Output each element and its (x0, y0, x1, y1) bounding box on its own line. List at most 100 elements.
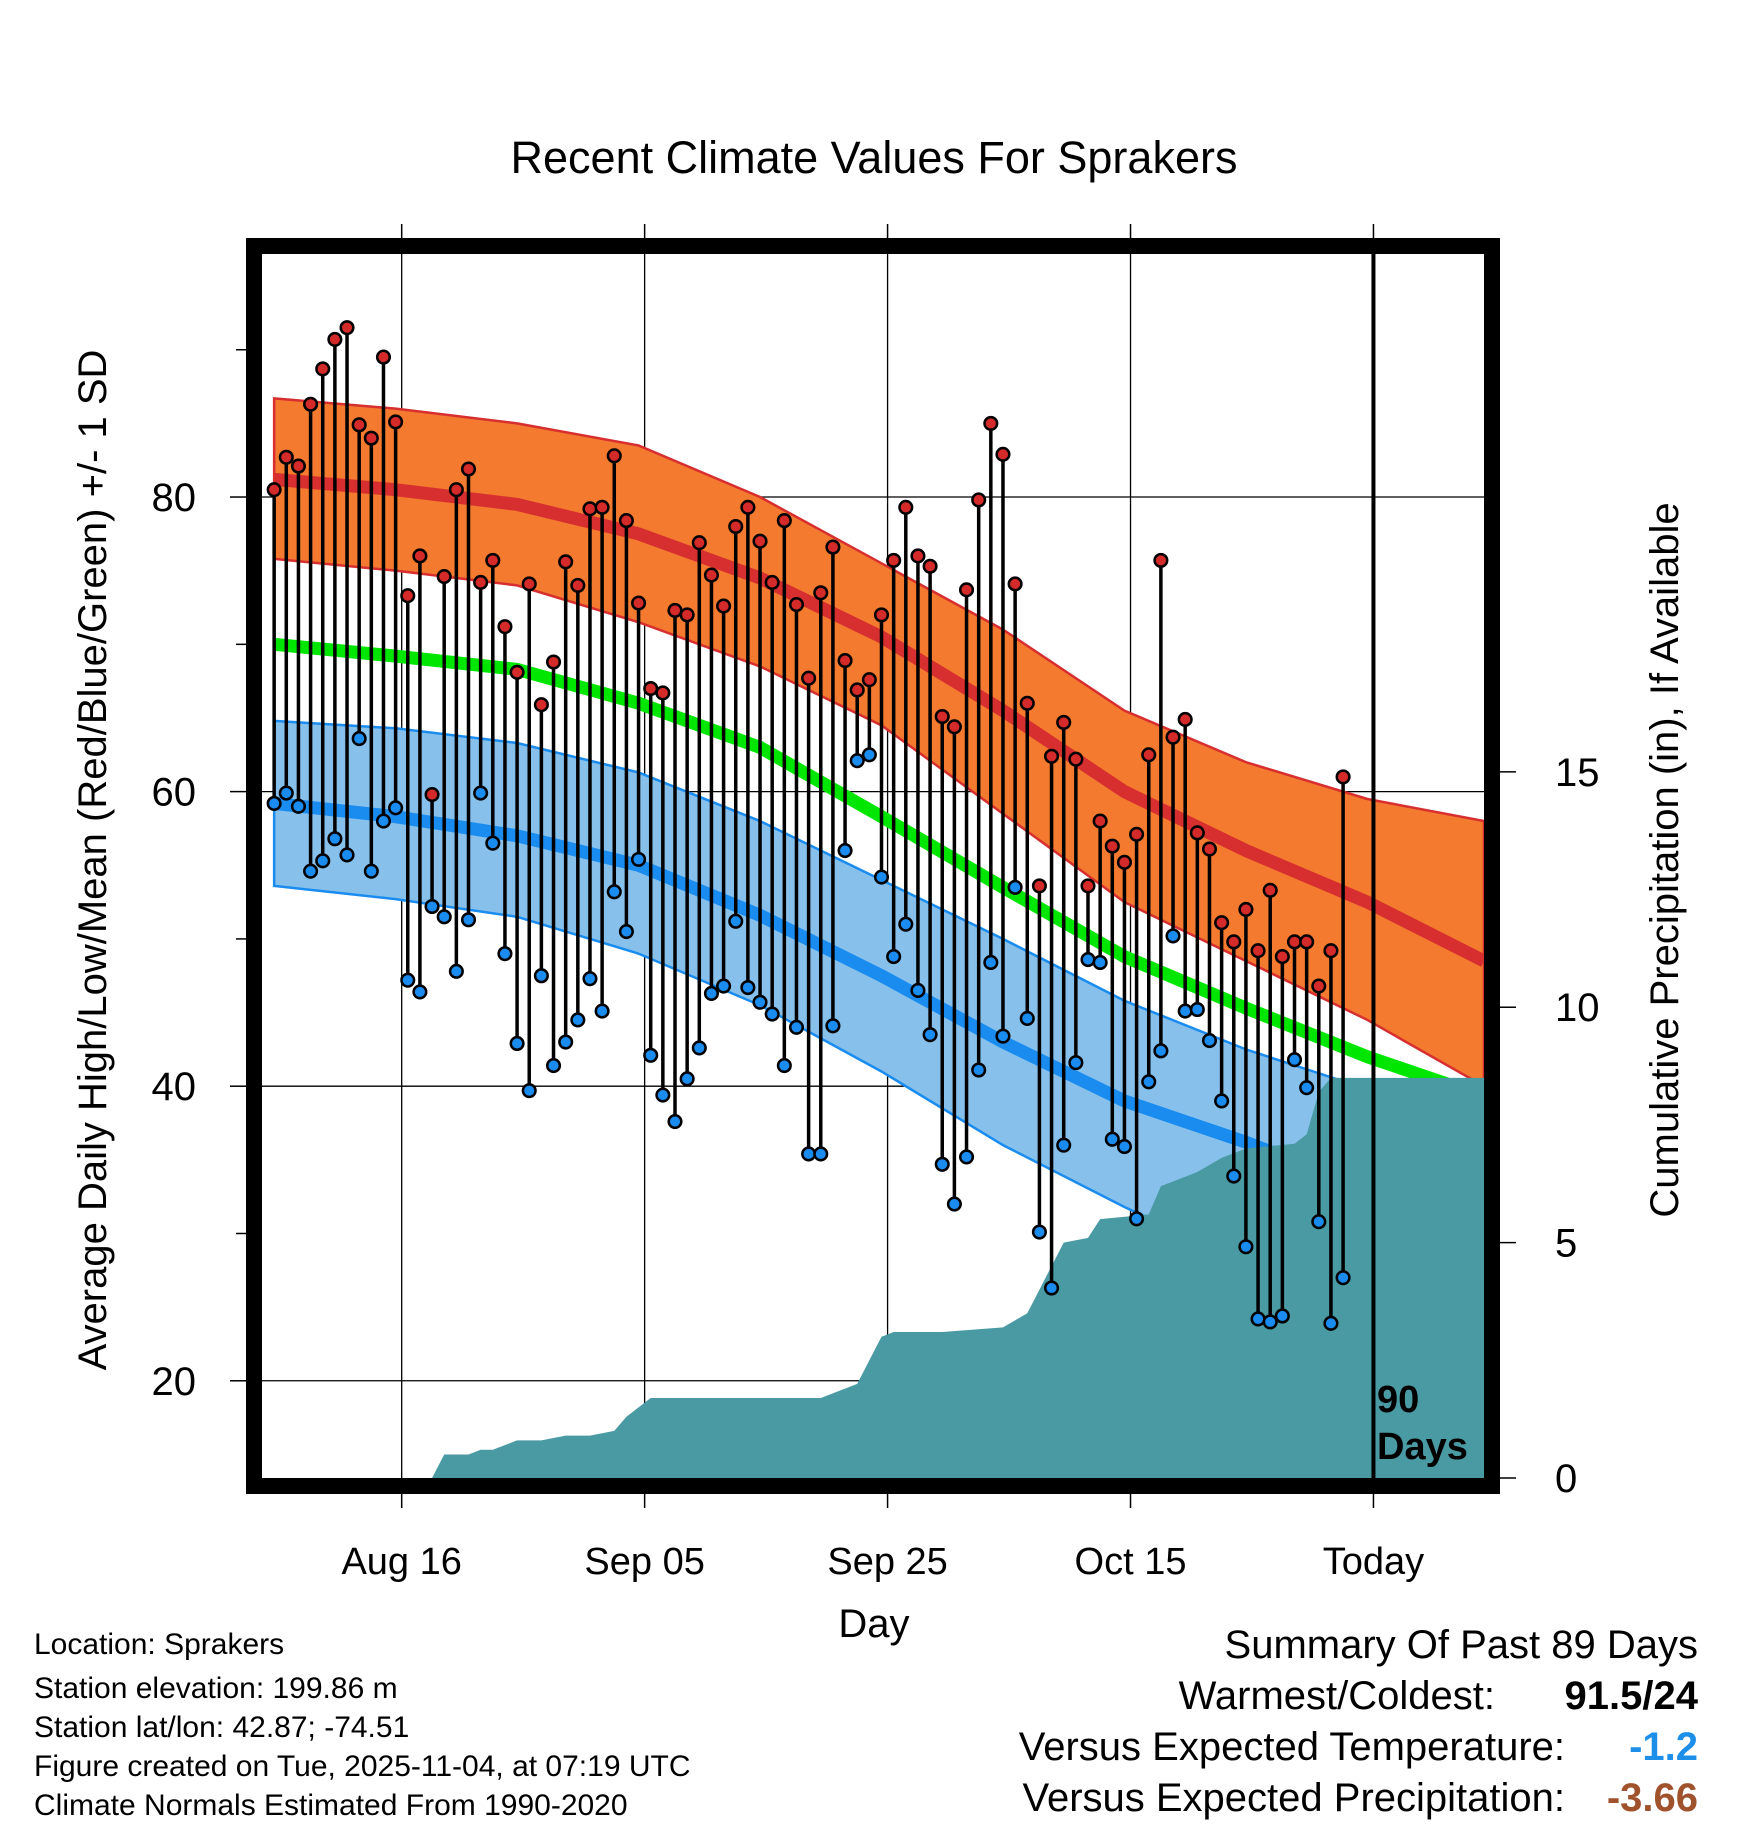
observed-high-point (1153, 552, 1169, 568)
observed-high-point (1104, 838, 1120, 854)
observed-high-point (837, 652, 853, 669)
observed-high-point (1031, 878, 1047, 894)
observed-low-point (1007, 879, 1023, 895)
observed-high-point (545, 654, 562, 670)
observed-low-point (327, 831, 343, 847)
observed-high-point (375, 349, 392, 365)
observed-low-point (400, 972, 416, 988)
observed-high-point (594, 499, 610, 515)
observed-low-point (691, 1040, 707, 1056)
observed-high-point (776, 513, 792, 529)
observed-high-point (1286, 934, 1303, 950)
observed-high-point (1068, 751, 1084, 767)
observed-high-point (922, 558, 938, 574)
observed-high-point (521, 576, 537, 592)
observed-high-point (655, 685, 671, 701)
observed-low-point (1019, 1010, 1035, 1026)
high-sd-band (272, 396, 1484, 1088)
observed-high-point (1044, 748, 1060, 764)
y-tick-label: 40 (152, 1065, 197, 1109)
x-tick-label: Aug 16 (341, 1541, 461, 1583)
observed-high-point (995, 446, 1011, 462)
observed-high-point (716, 598, 732, 614)
observed-high-point (618, 513, 634, 529)
observed-high-point (436, 569, 452, 585)
observed-high-point (533, 697, 549, 713)
observed-low-point (606, 884, 622, 900)
observed-high-point (825, 539, 841, 555)
y-tick-label: 60 (152, 771, 197, 815)
observed-high-point (691, 535, 707, 551)
observed-high-point (1311, 978, 1327, 994)
observed-low-point (837, 842, 853, 859)
observed-low-point (521, 1083, 537, 1099)
observed-low-point (351, 731, 367, 747)
observed-low-point (1311, 1214, 1327, 1230)
observed-low-point (278, 785, 294, 801)
precip-label: Versus Expected Precipitation: (1022, 1776, 1565, 1820)
observed-low-point (740, 979, 756, 996)
observed-low-point (1104, 1131, 1120, 1147)
observed-low-point (339, 847, 355, 863)
x-tick-label: Sep 05 (584, 1541, 704, 1583)
observed-high-point (728, 518, 744, 535)
observed-low-point (290, 798, 306, 814)
observed-low-point (861, 747, 877, 763)
observed-low-point (497, 946, 513, 962)
observed-high-point (764, 574, 780, 591)
observed-low-point (375, 813, 392, 829)
observed-high-point (485, 552, 501, 568)
y2-tick-label: 5 (1555, 1222, 1577, 1266)
observed-low-point (764, 1006, 780, 1022)
observed-high-point (898, 499, 914, 515)
observed-low-point (558, 1034, 574, 1050)
observed-high-point (861, 672, 877, 688)
observed-low-point (958, 1149, 975, 1165)
plot-area: 20 40 60 80 0 5 10 15 Aug 16 Sep 05 Sep 25 Oct 15 To… (152, 224, 1600, 1583)
observed-low-point (618, 923, 634, 940)
observed-high-point (1323, 943, 1339, 959)
observed-low-point (776, 1058, 792, 1074)
observed-high-point (1007, 576, 1023, 592)
observed-high-point (351, 417, 367, 433)
observed-high-point (558, 554, 574, 570)
observed-low-point (473, 785, 489, 801)
observed-high-point (1214, 915, 1230, 931)
observed-high-point (473, 574, 489, 591)
observed-high-point (290, 458, 306, 474)
observed-low-point (1189, 1002, 1205, 1018)
observed-high-point (740, 499, 756, 515)
observed-high-point (582, 501, 598, 517)
observed-low-point (436, 909, 452, 925)
observed-low-point (971, 1062, 987, 1078)
observed-low-point (1031, 1224, 1047, 1240)
precip-value: -3.66 (1606, 1776, 1698, 1820)
observed-high-point (400, 588, 416, 604)
observed-low-point (788, 1019, 805, 1035)
observed-low-point (849, 753, 865, 769)
observed-low-point (1068, 1055, 1084, 1071)
observed-high-point (1226, 934, 1242, 950)
observed-low-point (1335, 1270, 1351, 1286)
observed-low-point (388, 800, 404, 816)
today-days-count: 90 (1377, 1379, 1419, 1421)
precip-area (274, 1077, 1484, 1478)
observed-low-point (946, 1196, 962, 1212)
x-tick-label: Sep 25 (827, 1541, 947, 1583)
observed-low-point (631, 851, 647, 867)
observed-high-point (934, 708, 950, 725)
observed-low-point (825, 1018, 841, 1034)
location-line: Location: Sprakers (34, 1628, 285, 1661)
observed-high-point (339, 320, 355, 336)
observed-high-point (1165, 729, 1181, 745)
observed-low-point (1250, 1311, 1266, 1327)
y-tick-label: 80 (152, 476, 197, 520)
observed-high-point (1189, 825, 1205, 841)
observed-high-point (631, 595, 647, 611)
observed-low-point (1165, 928, 1181, 944)
observed-high-point (643, 680, 659, 697)
observed-high-point (315, 361, 331, 377)
observed-low-point (886, 949, 902, 965)
observed-low-point (873, 869, 890, 885)
observed-high-point (752, 533, 768, 549)
